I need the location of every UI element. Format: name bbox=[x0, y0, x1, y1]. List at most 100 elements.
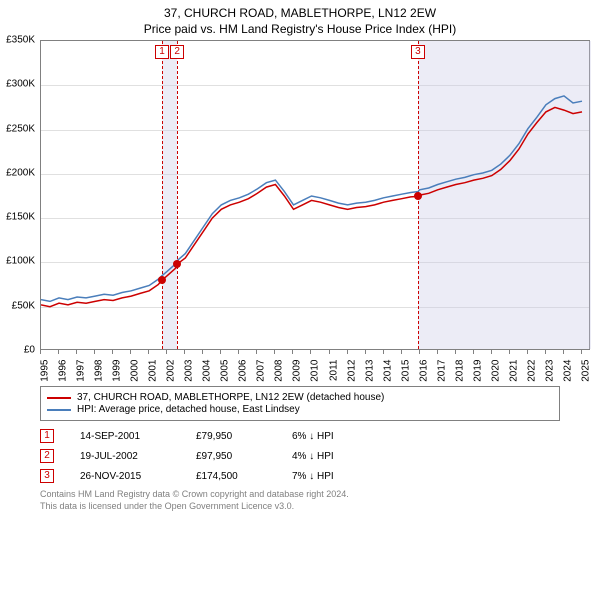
footer-line-2: This data is licensed under the Open Gov… bbox=[40, 501, 560, 513]
event-delta: 6% ↓ HPI bbox=[292, 431, 334, 442]
x-axis-label: 2020 bbox=[490, 360, 501, 382]
x-tick bbox=[419, 350, 420, 354]
event-delta: 4% ↓ HPI bbox=[292, 451, 334, 462]
x-tick bbox=[220, 350, 221, 354]
chart-area: 123 £0£50K£100K£150K£200K£250K£300K£350K… bbox=[40, 40, 590, 380]
x-axis-label: 2011 bbox=[328, 360, 339, 382]
event-delta: 7% ↓ HPI bbox=[292, 471, 334, 482]
y-axis-label: £50K bbox=[12, 300, 35, 311]
x-tick bbox=[473, 350, 474, 354]
x-axis-label: 2018 bbox=[454, 360, 465, 382]
y-axis-label: £300K bbox=[6, 79, 35, 90]
series-red bbox=[41, 107, 582, 306]
y-axis-label: £150K bbox=[6, 212, 35, 223]
legend: 37, CHURCH ROAD, MABLETHORPE, LN12 2EW (… bbox=[40, 386, 560, 421]
x-axis-label: 2012 bbox=[346, 360, 357, 382]
x-tick bbox=[148, 350, 149, 354]
x-axis-label: 2025 bbox=[580, 360, 591, 382]
event-date: 14-SEP-2001 bbox=[80, 431, 170, 442]
x-tick bbox=[563, 350, 564, 354]
footer-line-1: Contains HM Land Registry data © Crown c… bbox=[40, 489, 560, 501]
event-marker-box: 3 bbox=[411, 45, 425, 59]
events-table: 1 14-SEP-2001 £79,950 6% ↓ HPI 2 19-JUL-2002 £… bbox=[40, 429, 560, 483]
y-axis-label: £200K bbox=[6, 167, 35, 178]
x-axis-label: 2003 bbox=[184, 360, 195, 382]
x-tick bbox=[545, 350, 546, 354]
x-tick bbox=[365, 350, 366, 354]
x-tick bbox=[202, 350, 203, 354]
x-axis-label: 1999 bbox=[112, 360, 123, 382]
event-number-box: 3 bbox=[40, 469, 54, 483]
x-tick bbox=[329, 350, 330, 354]
event-marker-dot bbox=[158, 276, 166, 284]
legend-item: HPI: Average price, detached house, East… bbox=[47, 404, 553, 415]
event-row: 3 26-NOV-2015 £174,500 7% ↓ HPI bbox=[40, 469, 560, 483]
x-tick bbox=[491, 350, 492, 354]
x-axis-label: 1998 bbox=[94, 360, 105, 382]
x-axis-label: 2006 bbox=[238, 360, 249, 382]
line-series bbox=[41, 41, 591, 351]
x-axis-label: 2004 bbox=[202, 360, 213, 382]
footer-attribution: Contains HM Land Registry data © Crown c… bbox=[40, 489, 560, 512]
x-tick bbox=[347, 350, 348, 354]
x-axis-label: 2002 bbox=[166, 360, 177, 382]
x-tick bbox=[437, 350, 438, 354]
x-tick bbox=[130, 350, 131, 354]
x-tick bbox=[256, 350, 257, 354]
event-marker-dot bbox=[173, 260, 181, 268]
x-tick bbox=[383, 350, 384, 354]
y-axis-label: £0 bbox=[24, 345, 35, 356]
x-axis-label: 2016 bbox=[418, 360, 429, 382]
event-price: £79,950 bbox=[196, 431, 266, 442]
x-axis-label: 2007 bbox=[256, 360, 267, 382]
x-axis-label: 2014 bbox=[382, 360, 393, 382]
x-tick bbox=[184, 350, 185, 354]
legend-item: 37, CHURCH ROAD, MABLETHORPE, LN12 2EW (… bbox=[47, 392, 553, 403]
x-tick bbox=[509, 350, 510, 354]
event-price: £97,950 bbox=[196, 451, 266, 462]
legend-swatch bbox=[47, 409, 71, 411]
event-number-box: 1 bbox=[40, 429, 54, 443]
x-axis-label: 2009 bbox=[292, 360, 303, 382]
x-tick bbox=[310, 350, 311, 354]
x-axis-label: 2013 bbox=[364, 360, 375, 382]
x-axis-label: 2008 bbox=[274, 360, 285, 382]
event-number-box: 2 bbox=[40, 449, 54, 463]
x-axis-label: 1995 bbox=[40, 360, 51, 382]
x-axis-label: 2021 bbox=[508, 360, 519, 382]
x-tick bbox=[274, 350, 275, 354]
x-tick bbox=[58, 350, 59, 354]
event-price: £174,500 bbox=[196, 471, 266, 482]
x-axis-label: 2023 bbox=[544, 360, 555, 382]
x-tick bbox=[401, 350, 402, 354]
legend-label: 37, CHURCH ROAD, MABLETHORPE, LN12 2EW (… bbox=[77, 392, 384, 403]
event-row: 1 14-SEP-2001 £79,950 6% ↓ HPI bbox=[40, 429, 560, 443]
x-tick bbox=[94, 350, 95, 354]
x-tick bbox=[40, 350, 41, 354]
event-row: 2 19-JUL-2002 £97,950 4% ↓ HPI bbox=[40, 449, 560, 463]
x-tick bbox=[76, 350, 77, 354]
x-axis-label: 2001 bbox=[148, 360, 159, 382]
x-axis-label: 2017 bbox=[436, 360, 447, 382]
y-axis-label: £350K bbox=[6, 35, 35, 46]
x-axis-label: 2022 bbox=[526, 360, 537, 382]
x-axis-label: 1997 bbox=[76, 360, 87, 382]
x-axis-label: 2019 bbox=[472, 360, 483, 382]
plot-area: 12 3 bbox=[40, 40, 590, 350]
event-marker-box: 1 bbox=[155, 45, 169, 59]
x-tick bbox=[238, 350, 239, 354]
event-date: 26-NOV-2015 bbox=[80, 471, 170, 482]
x-axis-label: 2000 bbox=[130, 360, 141, 382]
series-blue bbox=[41, 96, 582, 302]
event-date: 19-JUL-2002 bbox=[80, 451, 170, 462]
x-axis-label: 2005 bbox=[220, 360, 231, 382]
chart-subtitle: Price paid vs. HM Land Registry's House … bbox=[0, 22, 600, 36]
x-tick bbox=[292, 350, 293, 354]
x-tick bbox=[527, 350, 528, 354]
x-axis-label: 2010 bbox=[310, 360, 321, 382]
chart-title: 37, CHURCH ROAD, MABLETHORPE, LN12 2EW bbox=[0, 6, 600, 20]
x-tick bbox=[455, 350, 456, 354]
event-marker-box: 2 bbox=[170, 45, 184, 59]
legend-label: HPI: Average price, detached house, East… bbox=[77, 404, 300, 415]
x-tick bbox=[112, 350, 113, 354]
